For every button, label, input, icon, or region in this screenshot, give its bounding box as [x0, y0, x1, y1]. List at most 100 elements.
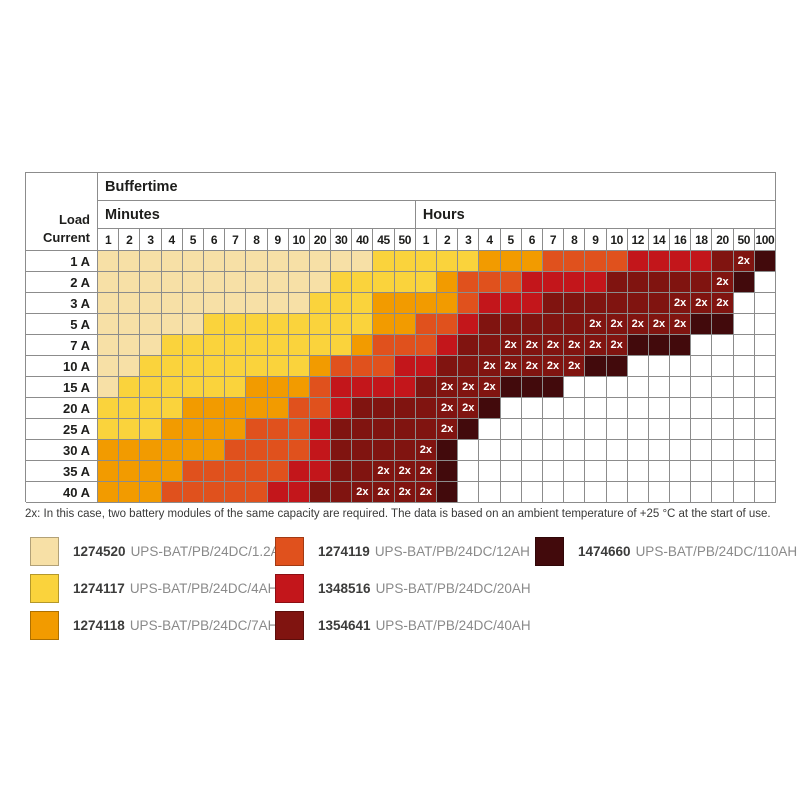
buffertime-cell — [182, 356, 204, 377]
legend-item: 1474660 UPS-BAT/PB/24DC/110AH — [535, 537, 798, 566]
buffertime-cell — [437, 314, 459, 335]
buffertime-cell — [627, 251, 649, 272]
column-header-cell: 50 — [733, 229, 755, 251]
buffertime-cell — [542, 251, 565, 272]
buffertime-cell — [331, 482, 353, 503]
buffertime-cell — [521, 482, 543, 503]
legend-article-number: 1274118 — [73, 618, 125, 633]
buffertime-cell — [309, 440, 332, 461]
two-x-label: 2x — [716, 275, 729, 288]
buffertime-cell: 2x — [564, 335, 586, 356]
column-header-cell: 4 — [161, 229, 183, 251]
buffertime-cell — [521, 272, 543, 293]
buffertime-cell — [627, 335, 649, 356]
buffertime-cell — [606, 293, 628, 314]
buffertime-cell — [712, 440, 734, 461]
column-header-cell: 1 — [415, 229, 437, 251]
buffertime-cell — [98, 461, 120, 482]
buffertime-cell — [585, 272, 607, 293]
legend-swatch — [275, 611, 304, 640]
buffertime-cell — [182, 314, 204, 335]
legend-article-number: 1274117 — [73, 581, 125, 596]
buffertime-cell — [352, 461, 374, 482]
buffertime-cell — [733, 482, 755, 503]
row-label: 15 A — [26, 377, 98, 398]
buffertime-cell — [564, 293, 586, 314]
buffertime-cell — [225, 356, 247, 377]
two-x-label: 2x — [462, 380, 475, 393]
load-label-line1: Load — [58, 211, 90, 227]
buffertime-cell — [331, 356, 353, 377]
buffertime-cell — [203, 335, 226, 356]
buffertime-cell — [225, 419, 247, 440]
buffertime-cell — [161, 335, 183, 356]
buffertime-cell — [458, 251, 480, 272]
buffertime-cell — [267, 377, 289, 398]
buffertime-cell — [479, 293, 501, 314]
buffertime-cell — [542, 272, 565, 293]
buffertime-cell — [119, 440, 141, 461]
buffertime-cell — [98, 314, 120, 335]
buffertime-cell — [458, 335, 480, 356]
buffertime-cell — [394, 440, 416, 461]
buffertime-cell — [225, 377, 247, 398]
buffertime-cell — [98, 419, 120, 440]
buffertime-cell — [394, 419, 416, 440]
buffertime-cell — [521, 314, 543, 335]
buffertime-cell — [161, 356, 183, 377]
column-header-cell: 5 — [500, 229, 522, 251]
buffertime-cell: 2x — [585, 314, 607, 335]
buffertime-cell — [309, 398, 332, 419]
buffertime-cell — [119, 293, 141, 314]
column-header-cell: 5 — [182, 229, 204, 251]
buffertime-cell — [521, 461, 543, 482]
buffertime-cell — [352, 314, 374, 335]
buffertime-cell — [246, 482, 268, 503]
two-x-label: 2x — [568, 359, 581, 372]
buffertime-cell — [542, 293, 565, 314]
column-header-cell: 9 — [267, 229, 289, 251]
buffertime-cell — [733, 293, 755, 314]
buffertime-cell — [98, 293, 120, 314]
row-label: 5 A — [26, 314, 98, 335]
buffertime-cell — [437, 272, 459, 293]
buffertime-cell — [648, 251, 671, 272]
buffertime-cell — [458, 461, 480, 482]
buffertime-cell — [203, 314, 226, 335]
buffertime-cell — [98, 440, 120, 461]
row-label: 7 A — [26, 335, 98, 356]
legend-description: UPS-BAT/PB/24DC/110AH — [635, 544, 798, 559]
row-label: 30 A — [26, 440, 98, 461]
buffertime-cell — [606, 440, 628, 461]
two-x-label: 2x — [695, 296, 708, 309]
buffertime-cell — [670, 272, 692, 293]
buffertime-cell — [246, 440, 268, 461]
buffertime-cell — [267, 482, 289, 503]
buffertime-cell — [437, 440, 459, 461]
buffertime-cell — [479, 440, 501, 461]
buffertime-cell — [542, 461, 565, 482]
column-header-cell: 8 — [564, 229, 586, 251]
buffertime-cell — [119, 314, 141, 335]
buffertime-cell — [140, 314, 162, 335]
buffertime-cell — [585, 482, 607, 503]
buffertime-cell: 2x — [479, 377, 501, 398]
buffertime-cell — [733, 377, 755, 398]
two-x-label: 2x — [462, 401, 475, 414]
buffertime-cell — [119, 377, 141, 398]
buffertime-cell — [161, 461, 183, 482]
buffertime-cell — [500, 314, 522, 335]
buffertime-cell: 2x — [373, 482, 395, 503]
legend-description: UPS-BAT/PB/24DC/1.2AH — [130, 544, 290, 559]
buffertime-cell — [161, 398, 183, 419]
buffertime-cell — [648, 398, 671, 419]
buffertime-cell — [542, 482, 565, 503]
buffertime-cell — [733, 272, 755, 293]
buffertime-cell — [415, 356, 437, 377]
buffertime-cell — [437, 251, 459, 272]
buffertime-cell — [267, 440, 289, 461]
buffertime-cell — [352, 272, 374, 293]
buffertime-cell — [415, 377, 437, 398]
legend-description: UPS-BAT/PB/24DC/7AH — [129, 618, 278, 633]
